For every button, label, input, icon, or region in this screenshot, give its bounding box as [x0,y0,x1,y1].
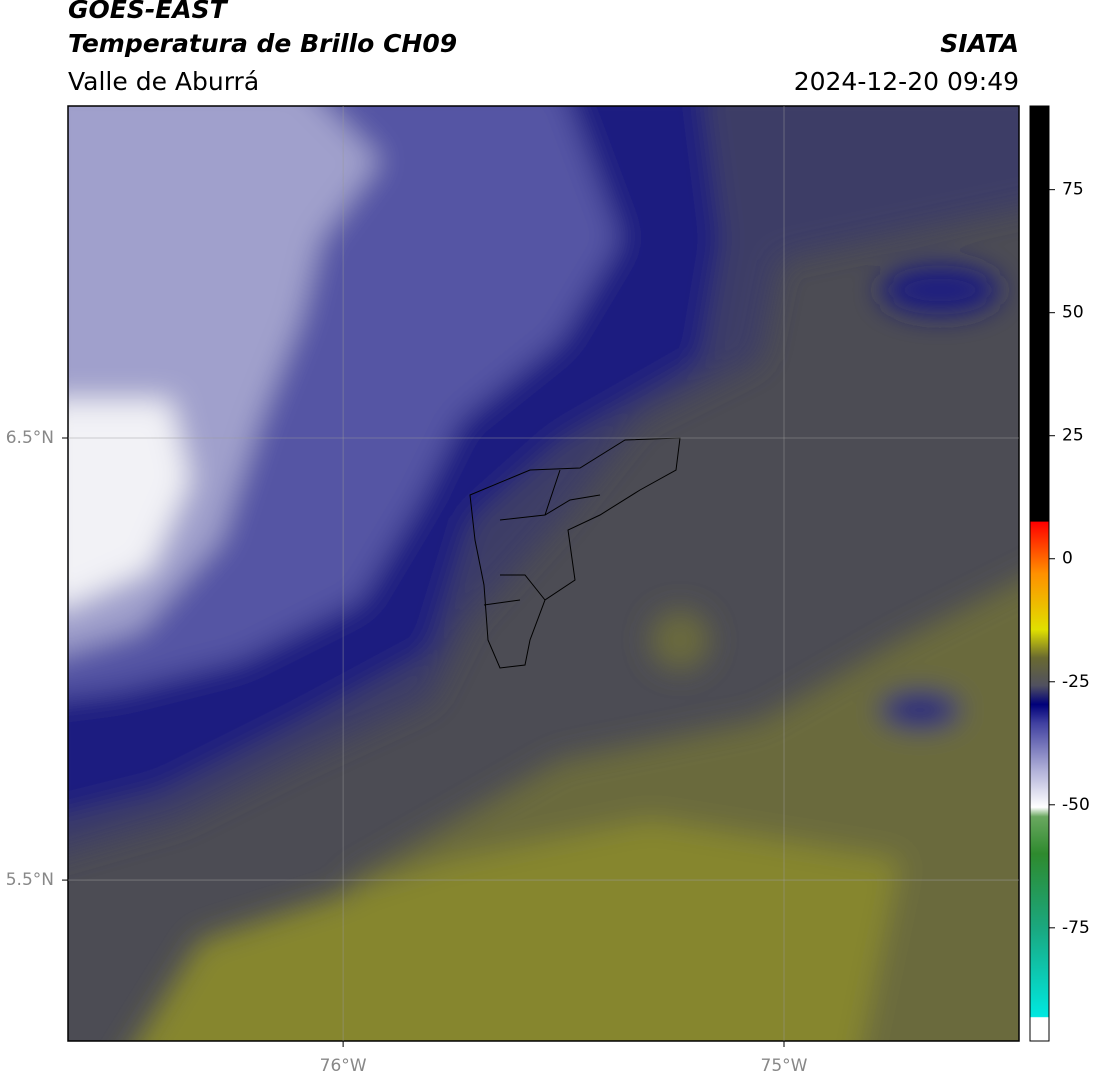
x-tick-label: 76°W [320,1056,367,1076]
map-frame [67,105,1020,1042]
title: GOES-EAST [68,0,229,24]
colorbar [1029,105,1050,1042]
satellite-image [68,106,1019,1041]
colorbar-tick-label: -50 [1062,795,1090,815]
source: SIATA [940,29,1019,58]
y-tick-label: 6.5°N [6,428,54,448]
subtitle: Temperatura de Brillo CH09 [68,29,457,58]
region: Valle de Aburrá [68,67,259,96]
colorbar-tick-label: 0 [1062,549,1073,569]
colorbar-tick-label: 25 [1062,426,1084,446]
colorbar-tick-label: -25 [1062,672,1090,692]
datetime: 2024-12-20 09:49 [794,67,1019,96]
y-tick-label: 5.5°N [6,870,54,890]
boundary [469,437,681,669]
colorbar-tick-label: 50 [1062,303,1084,323]
x-tick-label: 75°W [761,1056,808,1076]
colorbar-tick-label: -75 [1062,918,1090,938]
colorbar-tick-label: 75 [1062,180,1084,200]
